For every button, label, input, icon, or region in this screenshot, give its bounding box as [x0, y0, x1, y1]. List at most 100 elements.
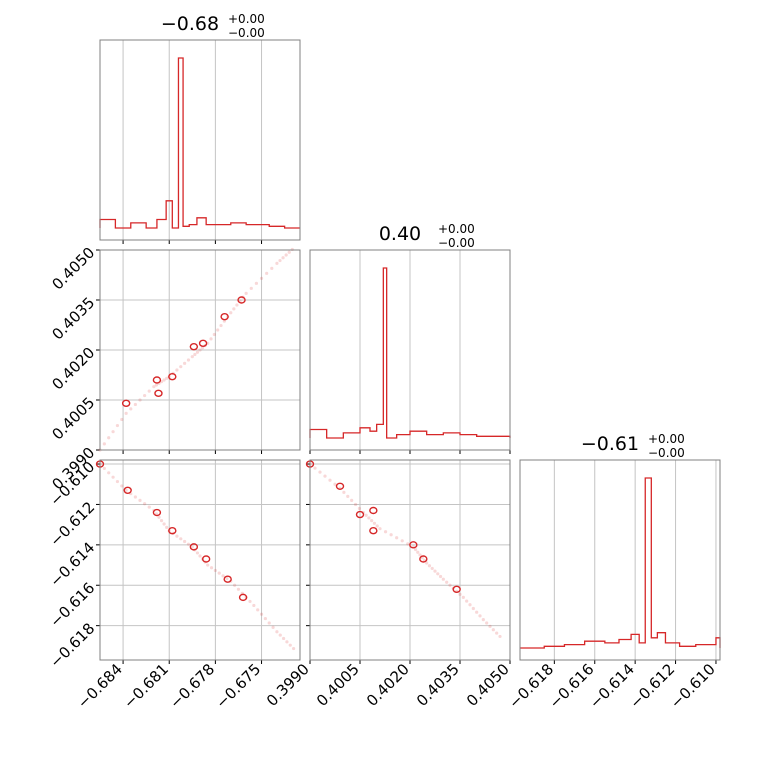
sample-point	[216, 328, 220, 332]
sample-point	[124, 411, 128, 415]
y-tick-label: 0.4020	[49, 344, 99, 394]
sample-point	[270, 266, 274, 270]
sample-point	[193, 352, 197, 357]
contour	[355, 510, 365, 519]
contour	[419, 555, 428, 563]
sample-point	[256, 608, 260, 612]
param-title-upper: +0.00	[648, 432, 685, 446]
sample-point	[225, 576, 229, 581]
sample-point	[190, 355, 194, 359]
sample-point	[229, 311, 233, 315]
sample-point	[278, 258, 282, 263]
param-title-upper: +0.00	[228, 12, 265, 26]
x-tick-label: 0.4050	[463, 660, 513, 710]
sample-point	[190, 545, 194, 549]
sample-point	[111, 475, 115, 479]
sample-point	[265, 271, 269, 275]
sample-point	[183, 361, 187, 365]
sample-point	[221, 574, 225, 578]
sample-point	[445, 580, 449, 584]
panel-frame	[309, 249, 511, 451]
contour	[335, 482, 345, 490]
x-tick-label: 0.4020	[363, 660, 413, 710]
sample-point	[478, 614, 482, 618]
sample-point	[186, 358, 191, 362]
sample-point	[461, 595, 465, 599]
sample-point	[433, 569, 437, 573]
sample-point	[254, 281, 259, 285]
panel-frame	[99, 249, 301, 451]
param-title-lower: −0.00	[438, 236, 475, 250]
sample-point	[357, 506, 362, 511]
sample-point	[120, 484, 124, 488]
contour	[452, 585, 461, 593]
sample-point	[430, 566, 434, 571]
sample-point	[212, 332, 216, 337]
sample-point	[370, 519, 374, 523]
sample-point	[198, 554, 202, 558]
contour	[168, 372, 177, 381]
sample-point	[138, 498, 142, 503]
sample-point	[152, 385, 156, 389]
sample-point	[213, 568, 217, 573]
sample-point	[236, 587, 241, 591]
sample-point	[488, 624, 492, 628]
contour	[220, 312, 229, 321]
sample-point	[465, 599, 469, 603]
sample-point	[143, 502, 147, 506]
sample-point	[183, 539, 187, 544]
sample-point	[249, 286, 253, 290]
sample-point	[206, 563, 210, 567]
sample-point	[471, 606, 475, 611]
sample-point	[418, 553, 422, 557]
sample-point	[425, 561, 429, 565]
sample-point	[179, 537, 183, 541]
sample-point	[162, 522, 166, 526]
sample-point	[175, 534, 179, 538]
sample-point	[147, 389, 151, 393]
sample-point	[275, 630, 279, 634]
sample-point	[406, 542, 410, 546]
sample-point	[252, 603, 256, 608]
sample-point	[165, 376, 169, 380]
sample-point	[259, 612, 264, 616]
histogram-3	[520, 477, 721, 649]
panel-frame	[309, 459, 511, 661]
sample-point	[441, 577, 445, 581]
sample-point	[115, 423, 120, 428]
sample-point	[263, 616, 267, 621]
y-tick-label: 0.4005	[49, 394, 99, 444]
sample-point	[275, 261, 279, 265]
panel-frame	[519, 459, 721, 661]
sample-point	[367, 516, 371, 520]
histogram-2	[309, 267, 511, 439]
param-title-value: −0.61	[581, 433, 639, 455]
sample-point	[219, 323, 223, 328]
sample-point	[288, 643, 292, 647]
contour	[154, 389, 163, 398]
sample-point	[364, 513, 368, 517]
sample-point	[154, 383, 159, 387]
sample-point	[165, 525, 169, 529]
sample-point	[285, 640, 289, 644]
sample-point	[179, 365, 183, 369]
sample-point	[350, 498, 354, 503]
sample-point	[111, 430, 115, 434]
sample-point	[133, 402, 137, 407]
param-title-upper: +0.00	[438, 222, 475, 236]
sample-point	[395, 536, 399, 540]
sample-point	[458, 592, 462, 596]
sample-point	[475, 610, 479, 614]
contour	[189, 342, 199, 351]
sample-point	[232, 307, 236, 311]
histogram-1	[99, 57, 300, 229]
x-tick-label: −0.610	[667, 660, 719, 712]
sample-point	[217, 571, 221, 575]
sample-point	[389, 533, 393, 537]
sample-point	[198, 348, 202, 352]
x-tick-label: −0.681	[120, 660, 172, 712]
sample-point	[271, 625, 275, 629]
sample-point	[209, 337, 213, 341]
y-tick-label: 0.4035	[49, 294, 99, 344]
